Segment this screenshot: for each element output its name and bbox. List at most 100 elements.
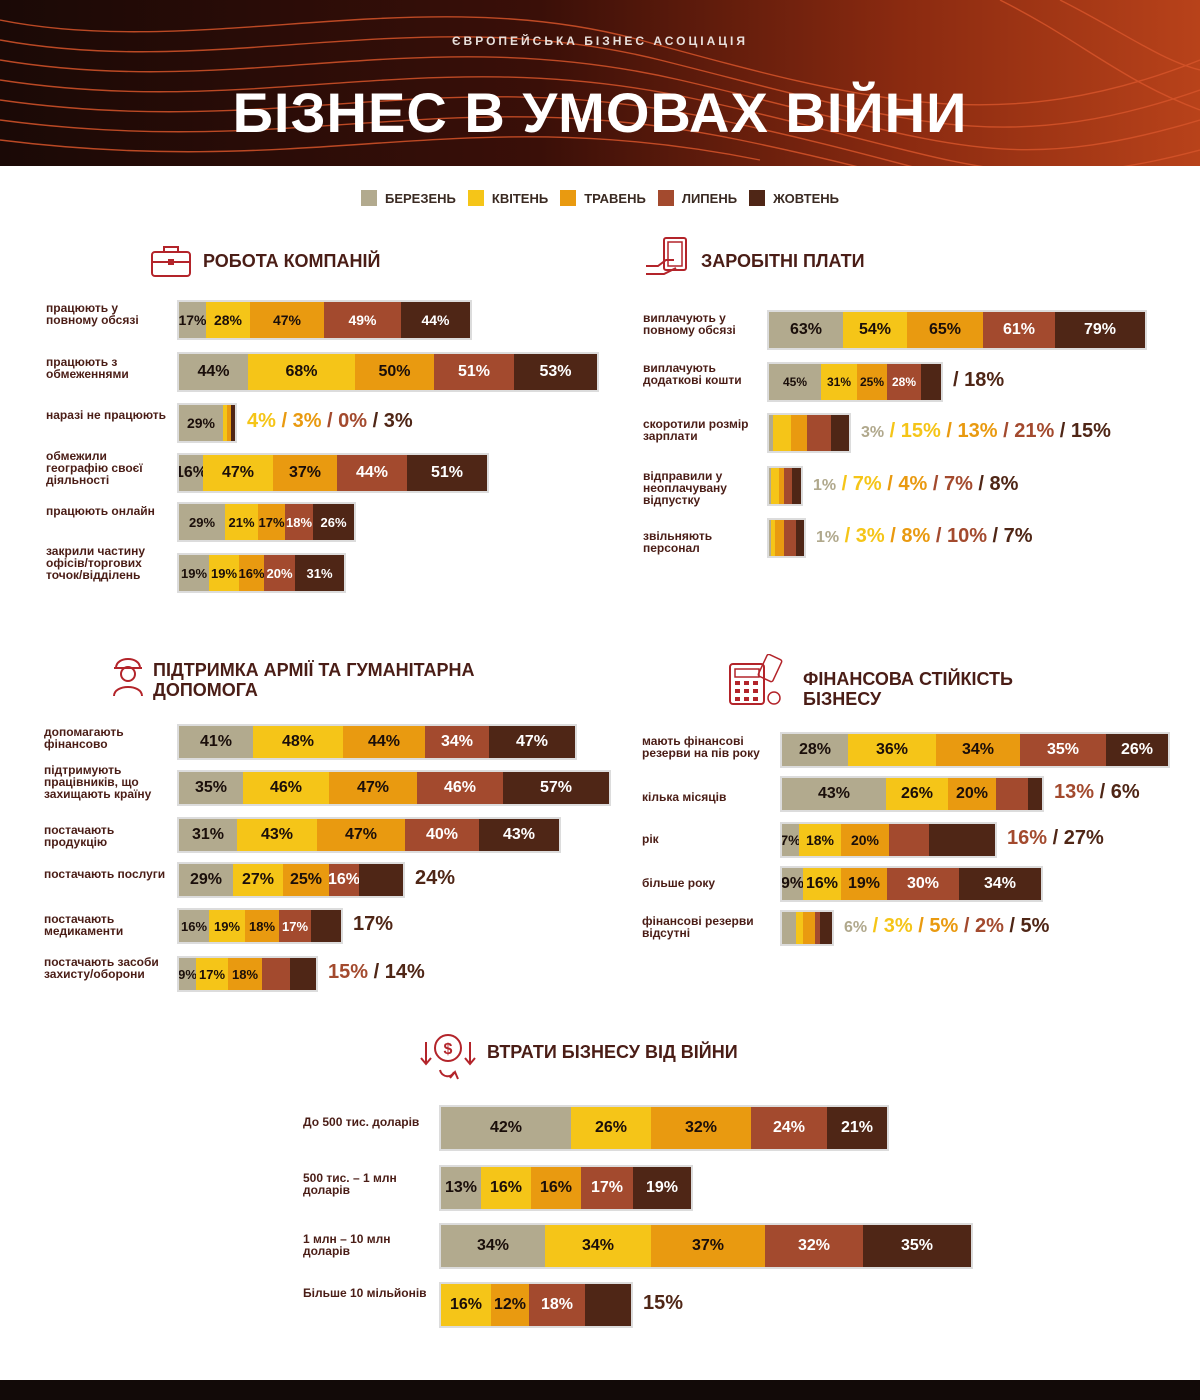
- bar-segment: 18%: [285, 504, 313, 540]
- stacked-bar: 29%: [177, 403, 237, 443]
- bar-segment: [796, 912, 803, 944]
- bar-segment: 54%: [843, 312, 907, 348]
- bar-segment: 28%: [782, 734, 848, 766]
- bar-tail-values: 1% / 7% / 4% / 7% / 8%: [813, 473, 1018, 496]
- bar-tail-values: 3% / 15% / 13% / 21% / 15%: [861, 420, 1111, 443]
- tail-value: 1%: [816, 529, 840, 546]
- row-label: 1 млн – 10 млн доларів: [303, 1232, 391, 1258]
- stacked-bar: 29% 21% 17% 18% 26%: [177, 502, 356, 542]
- stacked-bar: [767, 413, 851, 453]
- stacked-bar: 31% 43% 47% 40% 43%: [177, 817, 561, 853]
- row-label: мають фінансові резерви на пів року: [642, 734, 760, 760]
- bar-segment: 29%: [179, 405, 223, 441]
- bar-tail-values: 6% / 3% / 5% / 2% / 5%: [844, 915, 1049, 938]
- bar-segment: 47%: [329, 772, 417, 804]
- bar-segment: 35%: [179, 772, 243, 804]
- bar-segment: 44%: [343, 726, 425, 758]
- bar-segment: 16%: [239, 555, 264, 591]
- stacked-bar: 41% 48% 44% 34% 47%: [177, 724, 577, 760]
- bar-segment: [831, 415, 849, 451]
- bar-segment: 63%: [769, 312, 843, 348]
- bar-segment: 45%: [769, 364, 821, 400]
- row-label: працюють у повному обсязі: [46, 301, 139, 327]
- tail-value: 17%: [353, 913, 394, 935]
- bar-tail-values: 13% / 6%: [1054, 781, 1140, 804]
- stacked-bar: 63% 54% 65% 61% 79%: [767, 310, 1147, 350]
- bar-segment: 24%: [751, 1107, 827, 1149]
- legend-item: КВІТЕНЬ: [467, 190, 549, 206]
- tail-value: / 3%: [839, 525, 885, 547]
- bar-segment: 12%: [491, 1284, 529, 1326]
- bar-segment: 41%: [179, 726, 253, 758]
- bar-segment: 34%: [959, 868, 1041, 900]
- tail-value: 15%: [328, 961, 369, 983]
- bar-segment: [807, 415, 831, 451]
- tail-value: / 18%: [953, 369, 1005, 391]
- tail-value: / 4%: [881, 473, 928, 495]
- bar-segment: 34%: [441, 1225, 545, 1267]
- stacked-bar: 42% 26% 32% 24% 21%: [439, 1105, 889, 1151]
- tail-value: 3%: [861, 424, 885, 441]
- stacked-bar: [767, 466, 803, 506]
- legend: БЕРЕЗЕНЬ КВІТЕНЬ ТРАВЕНЬ ЛИПЕНЬ ЖОВТЕНЬ: [0, 190, 1200, 206]
- salary-cash-icon: [646, 237, 687, 275]
- bar-segment: 19%: [209, 555, 239, 591]
- organization-name: ЄВРОПЕЙСЬКА БІЗНЕС АСОЦІАЦІЯ: [452, 34, 748, 48]
- bar-segment: 31%: [179, 819, 237, 851]
- row-label: працюють онлайн: [46, 504, 155, 518]
- bar-segment: 18%: [799, 824, 841, 856]
- legend-item: ТРАВЕНЬ: [560, 190, 646, 206]
- bar-segment: 17%: [581, 1167, 633, 1209]
- legend-item: ЖОВТЕНЬ: [749, 190, 839, 206]
- tail-value: / 7%: [986, 525, 1033, 547]
- bar-segment: 26%: [313, 504, 354, 540]
- bar-segment: 32%: [651, 1107, 751, 1149]
- bar-segment: 18%: [529, 1284, 585, 1326]
- bar-segment: 47%: [489, 726, 575, 758]
- bar-segment: [223, 405, 227, 441]
- stacked-bar: 34% 34% 37% 32% 35%: [439, 1223, 973, 1269]
- legend-swatch: [560, 190, 577, 206]
- bar-segment: 29%: [179, 504, 225, 540]
- bar-segment: 18%: [245, 910, 279, 942]
- tail-value: / 3%: [275, 410, 322, 432]
- bar-segment: 46%: [243, 772, 329, 804]
- legend-label: КВІТЕНЬ: [491, 191, 549, 206]
- legend-label: БЕРЕЗЕНЬ: [385, 191, 456, 206]
- bar-segment: 34%: [545, 1225, 651, 1267]
- tail-value: 15%: [643, 1292, 684, 1314]
- row-label: підтримують працівників, що захищають кр…: [44, 763, 152, 801]
- section-title-army-support: ПІДТРИМКА АРМІЇ ТА ГУМАНІТАРНА ДОПОМОГА: [153, 660, 475, 700]
- bar-segment: [773, 415, 791, 451]
- row-label: відправили у неоплачувану відпустку: [643, 469, 727, 507]
- bar-segment: 9%: [179, 958, 196, 990]
- bar-segment: 46%: [417, 772, 503, 804]
- bar-segment: 43%: [782, 778, 886, 810]
- legend-swatch: [467, 190, 484, 206]
- legend-item: БЕРЕЗЕНЬ: [361, 190, 456, 206]
- bar-segment: [929, 824, 995, 856]
- bar-segment: 18%: [228, 958, 262, 990]
- row-label: скоротили розмір зарплати: [643, 417, 749, 443]
- bar-segment: [820, 912, 832, 944]
- bar-segment: 42%: [441, 1107, 571, 1149]
- section-title-companies: РОБОТА КОМПАНІЙ: [203, 251, 381, 271]
- bar-tail-values: 24%: [415, 867, 455, 890]
- briefcase-icon: [151, 246, 191, 277]
- stacked-bar: 43% 26% 20%: [780, 776, 1044, 812]
- tail-value: 13%: [1054, 781, 1095, 803]
- bar-segment: 44%: [337, 455, 407, 491]
- bar-segment: 31%: [295, 555, 344, 591]
- bar-segment: 26%: [1106, 734, 1168, 766]
- row-label: звільняють персонал: [643, 529, 713, 555]
- bar-segment: 20%: [841, 824, 889, 856]
- bar-segment: [262, 958, 290, 990]
- tail-value: 16%: [1007, 827, 1048, 849]
- bar-segment: 40%: [405, 819, 479, 851]
- bar-segment: 17%: [196, 958, 228, 990]
- bar-segment: 16%: [441, 1284, 491, 1326]
- bar-segment: 61%: [983, 312, 1055, 348]
- bar-segment: 53%: [514, 354, 597, 390]
- bar-segment: 19%: [841, 868, 887, 900]
- bar-segment: 7%: [782, 824, 799, 856]
